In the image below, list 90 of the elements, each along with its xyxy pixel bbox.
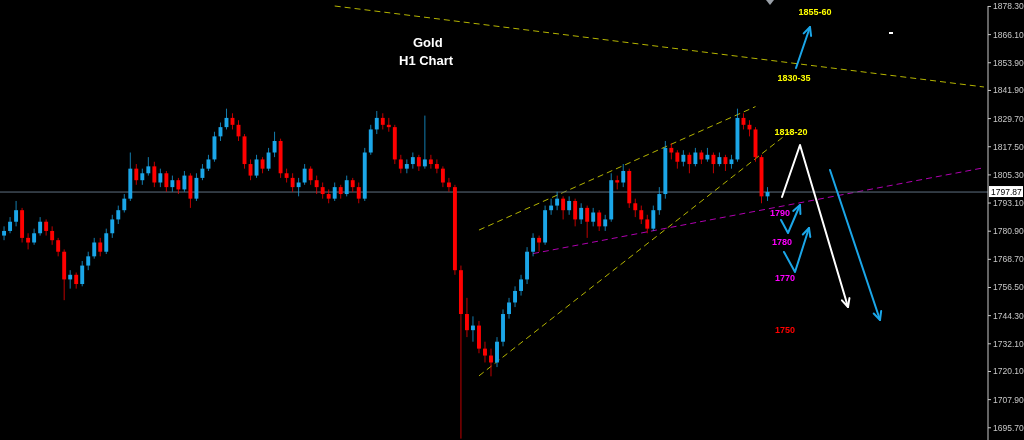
y-tick-label: 1720.10	[993, 366, 1024, 377]
candlestick	[110, 214, 115, 239]
y-tick-label: 1829.70	[993, 113, 1024, 124]
candlestick	[158, 168, 163, 188]
candlestick	[356, 182, 361, 204]
candlestick	[272, 131, 277, 158]
annotation: 1770	[774, 273, 796, 284]
candlestick	[266, 147, 271, 172]
candlestick	[434, 158, 439, 174]
candlestick	[152, 161, 157, 188]
candlestick	[675, 149, 680, 170]
y-tick-label: 1866.10	[993, 29, 1024, 40]
y-tick-label: 1768.70	[993, 254, 1024, 265]
candlestick	[56, 237, 61, 257]
candlestick	[146, 156, 151, 177]
candlestick	[188, 172, 193, 209]
candlestick	[464, 297, 469, 338]
y-tick-label: 1878.30	[993, 1, 1024, 12]
candlestick	[651, 205, 656, 232]
candlestick	[122, 193, 127, 213]
candlestick	[639, 205, 644, 225]
candlestick	[50, 225, 55, 246]
candlestick	[561, 195, 566, 220]
candlestick	[585, 205, 590, 239]
candlestick	[164, 170, 169, 193]
candlestick	[711, 152, 716, 174]
y-tick-label: 1780.90	[993, 226, 1024, 237]
candlestick	[597, 209, 602, 232]
candlestick	[687, 152, 692, 174]
annotation: 1750	[774, 325, 796, 336]
candlestick	[302, 163, 307, 186]
y-tick-label: 1805.30	[993, 169, 1024, 180]
candlestick	[398, 154, 403, 174]
annotation: 1818-20	[774, 127, 808, 138]
candlestick	[86, 251, 91, 271]
candlestick	[573, 198, 578, 227]
candlestick	[44, 218, 49, 237]
y-tick-label: 1744.30	[993, 310, 1024, 321]
candlestick	[80, 260, 85, 287]
y-tick-label: 1793.10	[993, 198, 1024, 209]
candlestick	[332, 182, 337, 202]
candlestick	[182, 170, 187, 193]
y-tick-label: 1756.50	[993, 282, 1024, 293]
candlestick	[645, 214, 650, 234]
candlestick	[495, 336, 499, 368]
candlestick	[519, 274, 524, 297]
candlestick	[477, 320, 481, 354]
annotation: 1855-60	[798, 7, 832, 18]
text: Gold	[413, 35, 443, 50]
candlestick	[591, 207, 596, 227]
candlestick	[134, 163, 139, 186]
candlestick	[555, 191, 560, 211]
y-tick-label: 1841.90	[993, 85, 1024, 96]
candlestick	[344, 175, 349, 197]
y-tick-label: 1695.70	[993, 422, 1024, 433]
candlestick	[483, 341, 487, 363]
candlestick	[14, 200, 19, 227]
candlestick	[2, 225, 7, 241]
candlestick	[621, 163, 626, 188]
candlestick	[428, 154, 433, 170]
candlestick	[38, 216, 43, 237]
candlestick	[92, 237, 97, 260]
candlestick	[633, 198, 638, 218]
ref-line-label: 1797.87	[991, 187, 1022, 198]
candlestick	[194, 172, 199, 202]
candlestick	[507, 297, 511, 320]
candlestick	[513, 285, 517, 308]
candlestick	[308, 165, 313, 186]
annotation: 1780	[771, 237, 793, 248]
candlestick	[693, 147, 698, 167]
candlestick	[374, 110, 379, 135]
y-tick-label: 1817.50	[993, 141, 1024, 152]
annotation: 1830-35	[777, 73, 811, 84]
candlestick	[579, 202, 584, 225]
candlestick	[314, 175, 319, 195]
annotation: 1790	[769, 208, 791, 219]
text: H1 Chart	[399, 53, 454, 68]
candlestick	[531, 232, 536, 257]
y-tick-label: 1707.90	[993, 394, 1024, 405]
candlestick	[567, 195, 572, 216]
candlestick	[657, 186, 662, 216]
candlestick	[98, 237, 103, 257]
y-tick-label: 1732.10	[993, 338, 1024, 349]
candlestick	[290, 172, 295, 193]
y-tick-label: 1853.90	[993, 57, 1024, 68]
candlestick	[368, 124, 373, 156]
candlestick	[440, 165, 445, 188]
candlestick	[116, 205, 121, 225]
candlestick	[422, 115, 427, 170]
candlestick	[104, 228, 109, 255]
